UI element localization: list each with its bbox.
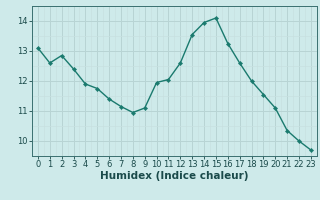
X-axis label: Humidex (Indice chaleur): Humidex (Indice chaleur) xyxy=(100,171,249,181)
